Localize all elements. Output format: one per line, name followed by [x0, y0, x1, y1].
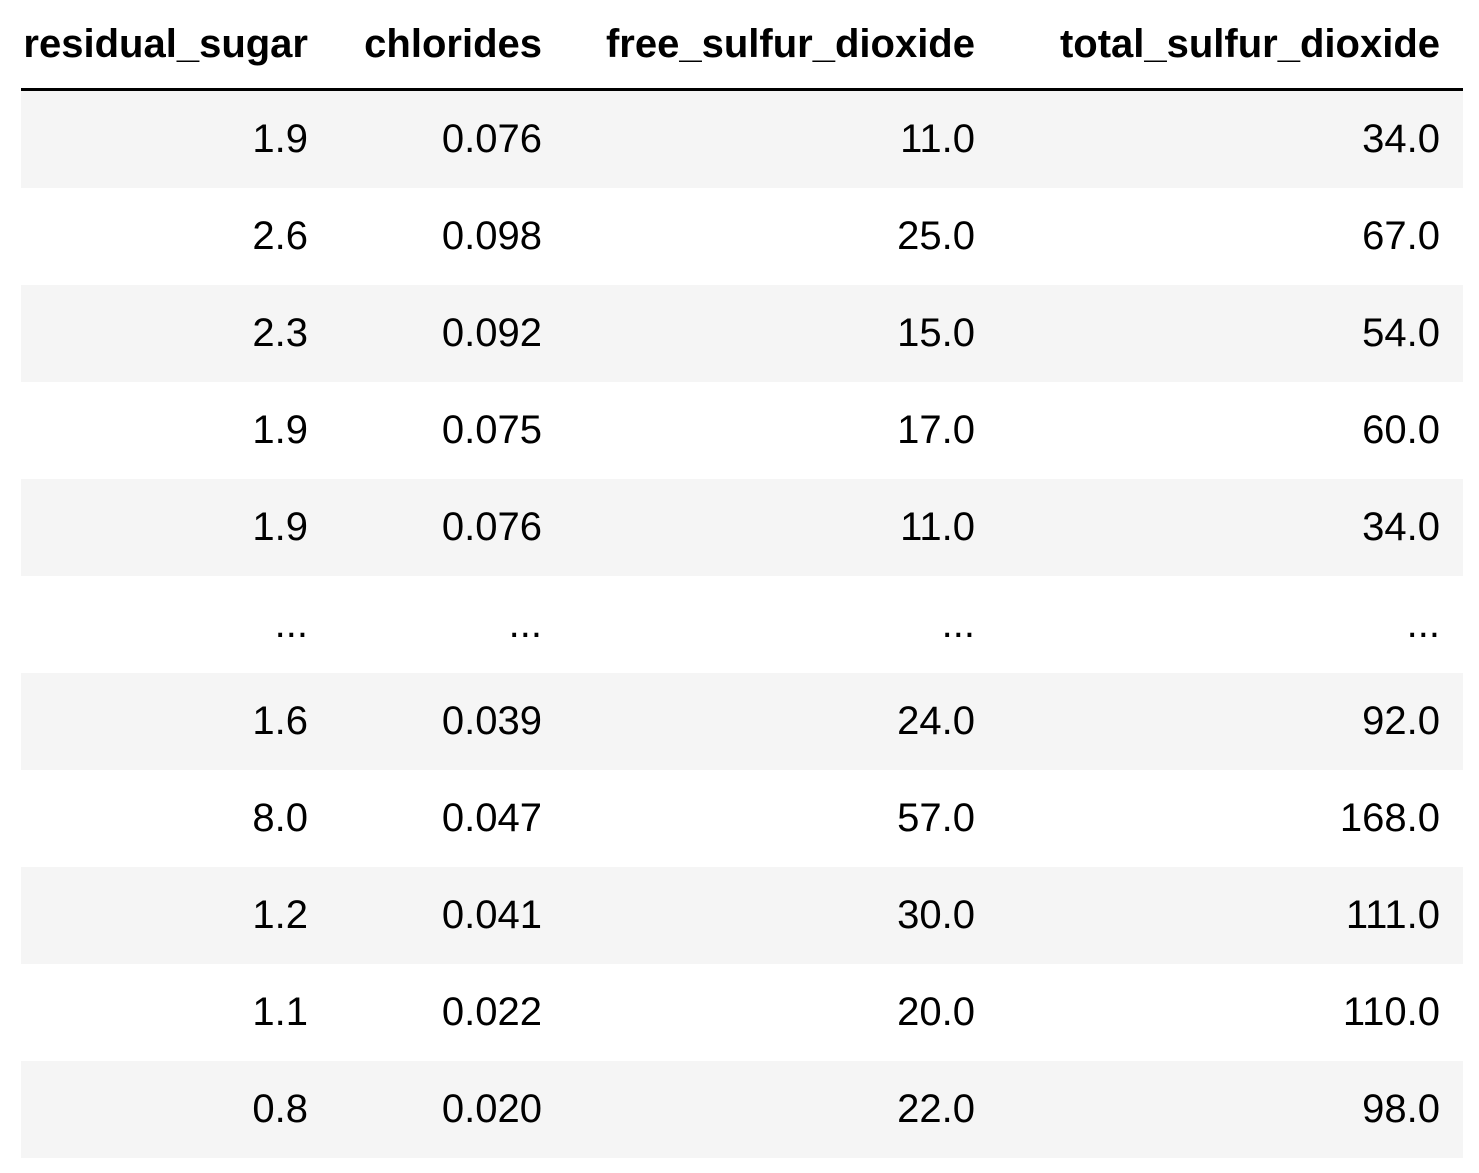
cell-chlorides: 0.076 — [331, 479, 565, 576]
cell-ellipsis: ... — [21, 576, 331, 673]
cell-free-sulfur-dioxide: 57.0 — [565, 770, 998, 867]
cell-residual-sugar: 1.9 — [21, 479, 331, 576]
dataframe-output: residual_sugar chlorides free_sulfur_dio… — [21, 0, 1463, 1158]
cell-residual-sugar: 1.2 — [21, 867, 331, 964]
cell-chlorides: 0.039 — [331, 673, 565, 770]
cell-free-sulfur-dioxide: 15.0 — [565, 285, 998, 382]
cell-residual-sugar: 1.1 — [21, 964, 331, 1061]
table-row: 1.2 0.041 30.0 111.0 — [21, 867, 1463, 964]
cell-total-sulfur-dioxide: 60.0 — [998, 382, 1463, 479]
table-row: 2.6 0.098 25.0 67.0 — [21, 188, 1463, 285]
cell-residual-sugar: 2.6 — [21, 188, 331, 285]
cell-free-sulfur-dioxide: 25.0 — [565, 188, 998, 285]
cell-chlorides: 0.092 — [331, 285, 565, 382]
column-header-free-sulfur-dioxide: free_sulfur_dioxide — [565, 0, 998, 91]
cell-total-sulfur-dioxide: 54.0 — [998, 285, 1463, 382]
cell-free-sulfur-dioxide: 11.0 — [565, 89, 998, 188]
cell-residual-sugar: 8.0 — [21, 770, 331, 867]
cell-residual-sugar: 2.3 — [21, 285, 331, 382]
table-body: 1.9 0.076 11.0 34.0 2.6 0.098 25.0 67.0 … — [21, 89, 1463, 1158]
cell-total-sulfur-dioxide: 34.0 — [998, 479, 1463, 576]
cell-free-sulfur-dioxide: 20.0 — [565, 964, 998, 1061]
cell-chlorides: 0.047 — [331, 770, 565, 867]
cell-residual-sugar: 0.8 — [21, 1061, 331, 1158]
cell-free-sulfur-dioxide: 22.0 — [565, 1061, 998, 1158]
cell-free-sulfur-dioxide: 11.0 — [565, 479, 998, 576]
table-row: 2.3 0.092 15.0 54.0 — [21, 285, 1463, 382]
cell-chlorides: 0.041 — [331, 867, 565, 964]
cell-chlorides: 0.075 — [331, 382, 565, 479]
column-header-residual-sugar: residual_sugar — [21, 0, 331, 91]
table-row: 1.9 0.075 17.0 60.0 — [21, 382, 1463, 479]
cell-free-sulfur-dioxide: 24.0 — [565, 673, 998, 770]
cell-ellipsis: ... — [565, 576, 998, 673]
cell-ellipsis: ... — [331, 576, 565, 673]
cell-chlorides: 0.076 — [331, 89, 565, 188]
column-header-total-sulfur-dioxide: total_sulfur_dioxide — [998, 0, 1463, 91]
cell-chlorides: 0.020 — [331, 1061, 565, 1158]
cell-residual-sugar: 1.9 — [21, 89, 331, 188]
cell-total-sulfur-dioxide: 168.0 — [998, 770, 1463, 867]
cell-free-sulfur-dioxide: 17.0 — [565, 382, 998, 479]
table-row: 1.1 0.022 20.0 110.0 — [21, 964, 1463, 1061]
cell-total-sulfur-dioxide: 111.0 — [998, 867, 1463, 964]
table-row: 8.0 0.047 57.0 168.0 — [21, 770, 1463, 867]
cell-total-sulfur-dioxide: 34.0 — [998, 89, 1463, 188]
cell-chlorides: 0.098 — [331, 188, 565, 285]
column-header-chlorides: chlorides — [331, 0, 565, 91]
table-row: 1.9 0.076 11.0 34.0 — [21, 89, 1463, 188]
table-row: 1.9 0.076 11.0 34.0 — [21, 479, 1463, 576]
cell-residual-sugar: 1.6 — [21, 673, 331, 770]
cell-total-sulfur-dioxide: 98.0 — [998, 1061, 1463, 1158]
cell-total-sulfur-dioxide: 110.0 — [998, 964, 1463, 1061]
cell-free-sulfur-dioxide: 30.0 — [565, 867, 998, 964]
header-row: residual_sugar chlorides free_sulfur_dio… — [21, 0, 1463, 91]
cell-total-sulfur-dioxide: 92.0 — [998, 673, 1463, 770]
cell-residual-sugar: 1.9 — [21, 382, 331, 479]
ellipsis-row: ... ... ... ... — [21, 576, 1463, 673]
cell-chlorides: 0.022 — [331, 964, 565, 1061]
table-row: 0.8 0.020 22.0 98.0 — [21, 1061, 1463, 1158]
dataframe-table: residual_sugar chlorides free_sulfur_dio… — [21, 0, 1463, 1158]
table-row: 1.6 0.039 24.0 92.0 — [21, 673, 1463, 770]
cell-ellipsis: ... — [998, 576, 1463, 673]
table-header: residual_sugar chlorides free_sulfur_dio… — [21, 0, 1463, 91]
cell-total-sulfur-dioxide: 67.0 — [998, 188, 1463, 285]
